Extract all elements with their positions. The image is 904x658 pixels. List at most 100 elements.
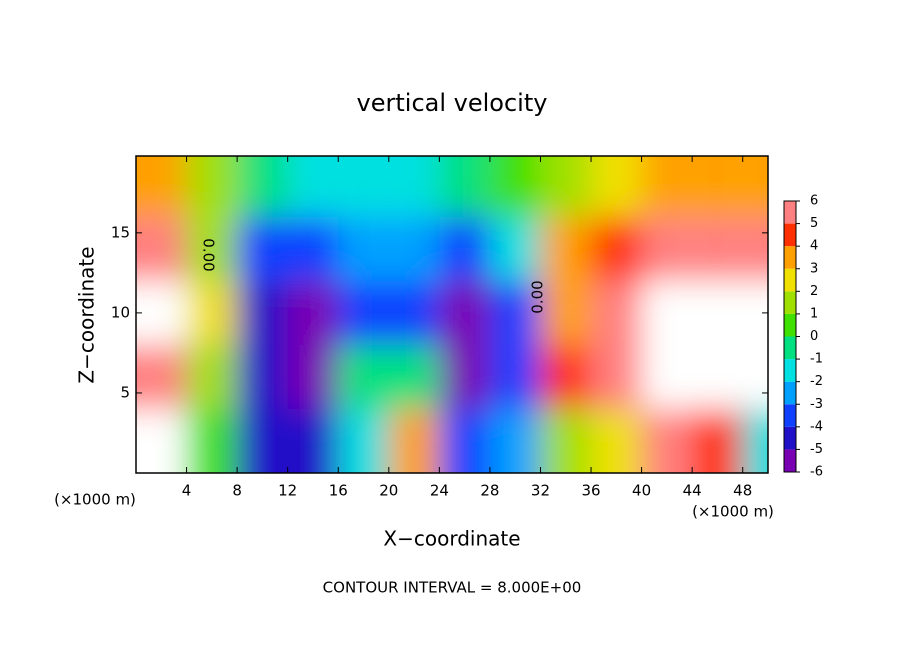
field-cell	[641, 344, 693, 409]
field-cell	[186, 344, 238, 409]
field-cell	[692, 408, 743, 473]
colorbar-swatch	[784, 404, 796, 427]
y-tick-label: 5	[120, 383, 130, 401]
field-cell	[186, 280, 238, 345]
plot-frame	[135, 155, 769, 474]
field-cell	[237, 280, 288, 345]
colorbar-swatch	[784, 223, 796, 247]
colorbar-swatch	[784, 291, 796, 314]
field-cell	[338, 216, 389, 281]
chart-title: vertical velocity	[357, 89, 548, 117]
field-cell	[388, 344, 440, 409]
colorbar-swatch	[784, 359, 796, 382]
colorbar-swatch	[784, 336, 796, 360]
field-cell	[439, 344, 490, 409]
field-cell	[439, 408, 490, 473]
field-cell	[237, 408, 288, 473]
field-cell	[237, 156, 288, 217]
field-cell	[338, 156, 389, 217]
field-cell	[692, 156, 743, 217]
field-cell	[439, 216, 490, 281]
colorbar-label: -2	[810, 374, 823, 389]
field-cell	[237, 344, 288, 409]
colorbar-label: -1	[810, 352, 823, 367]
field-cell	[742, 344, 768, 409]
colorbar-label: 4	[810, 239, 818, 254]
colorbar-label: -3	[810, 397, 823, 412]
colorbar-swatch	[784, 381, 796, 405]
field-cell	[641, 216, 693, 281]
x-tick-label: 12	[278, 482, 297, 500]
field-cell	[388, 408, 440, 473]
contour-label: 0.00	[529, 280, 547, 313]
x-unit: (×1000 m)	[54, 491, 136, 509]
field-cell	[540, 344, 592, 409]
colorbar-label: 6	[810, 194, 818, 209]
field-cell	[591, 280, 642, 345]
x-tick-label: 16	[329, 482, 348, 500]
field-cell	[591, 156, 642, 217]
colorbar-label: 1	[810, 306, 818, 321]
field-cell	[692, 344, 743, 409]
field-cell	[287, 408, 339, 473]
field-cell	[186, 408, 238, 473]
x-unit-right: (×1000 m)	[692, 503, 774, 521]
field-cell	[338, 344, 389, 409]
x-tick-label: 32	[531, 482, 550, 500]
y-axis-label: Z−coordinate	[75, 246, 99, 383]
y-tick-label: 10	[111, 303, 130, 321]
x-tick-label: 28	[480, 482, 499, 500]
field-cell	[489, 156, 541, 217]
x-tick-label: 24	[430, 482, 449, 500]
field-cell	[540, 280, 592, 345]
colorbar-label: -6	[810, 465, 823, 480]
x-axis-label: X−coordinate	[383, 527, 520, 551]
field-cell	[439, 156, 490, 217]
x-tick-label: 4	[182, 482, 192, 500]
field-cell	[742, 216, 768, 281]
field-cell	[287, 216, 339, 281]
field-cell	[540, 216, 592, 281]
field-cell	[489, 344, 541, 409]
field-cell	[136, 408, 187, 473]
field-cell	[742, 408, 768, 473]
field-cell	[489, 408, 541, 473]
colorbar-label: 5	[810, 216, 818, 231]
field-cell	[136, 216, 187, 281]
field-cell	[338, 408, 389, 473]
field-cell	[287, 280, 339, 345]
field-cell	[742, 156, 768, 217]
contour-label: 0.00	[200, 238, 218, 271]
colorbar-swatch	[784, 246, 796, 269]
field-cell	[237, 216, 288, 281]
field-cell	[591, 344, 642, 409]
field-cell	[186, 216, 238, 281]
note: CONTOUR INTERVAL = 8.000E+00	[323, 579, 582, 597]
field-cell	[186, 156, 238, 217]
field-cell	[287, 344, 339, 409]
field-cell	[641, 280, 693, 345]
field-cell	[287, 156, 339, 217]
field-cell	[388, 280, 440, 345]
x-tick-label: 44	[683, 482, 702, 500]
colorbar-swatch	[784, 268, 796, 292]
x-tick-label: 48	[733, 482, 752, 500]
field-cell	[388, 156, 440, 217]
field-cell	[692, 280, 743, 345]
field-cell	[338, 280, 389, 345]
colorbar-label: 0	[810, 329, 818, 344]
colorbar-label: 3	[810, 261, 818, 276]
x-tick-label: 40	[632, 482, 651, 500]
field-cell	[439, 280, 490, 345]
field-cells	[136, 156, 768, 473]
field-cell	[136, 280, 187, 345]
field-cell	[540, 408, 592, 473]
field-cell	[540, 156, 592, 217]
field-cell	[489, 216, 541, 281]
x-tick-label: 8	[232, 482, 242, 500]
y-tick-label: 15	[111, 223, 130, 241]
colorbar-label: 2	[810, 284, 818, 299]
colorbar-swatch	[784, 426, 796, 450]
field	[136, 156, 768, 473]
